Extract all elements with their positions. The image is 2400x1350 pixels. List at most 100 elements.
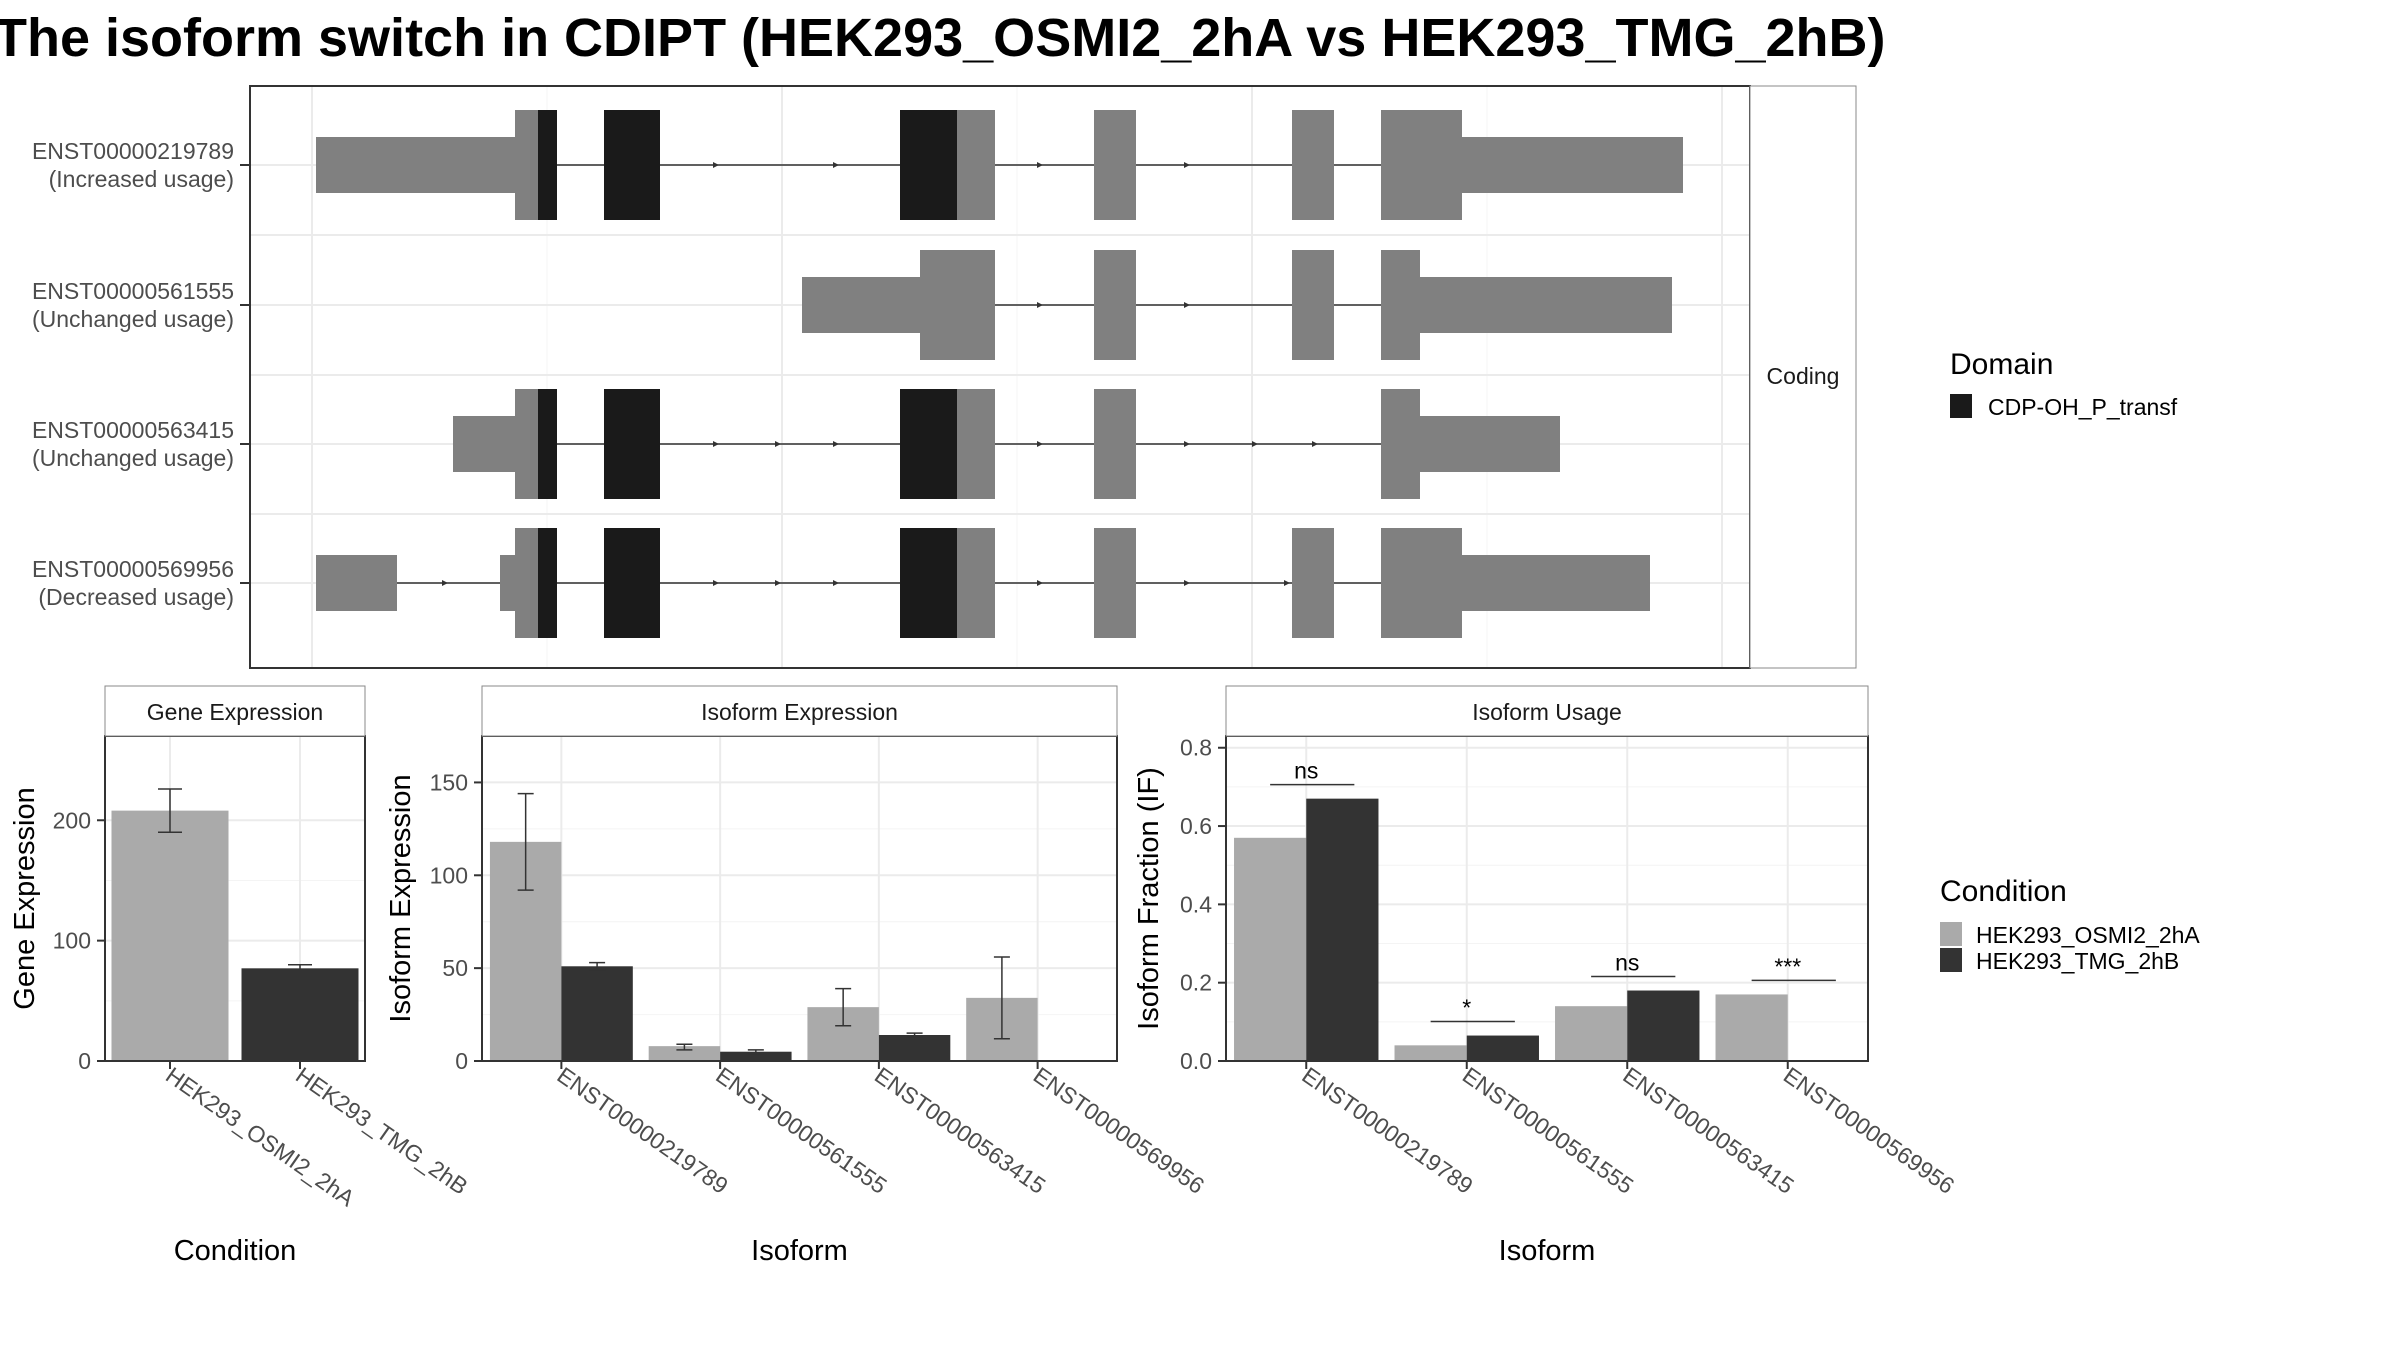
x-tick-label: ENST00000569956 xyxy=(1779,1062,1959,1199)
significance-label: ns xyxy=(1294,758,1318,784)
utr-exon xyxy=(453,416,515,472)
bar xyxy=(241,968,359,1061)
coding-exon xyxy=(1094,389,1136,499)
bar xyxy=(648,1046,721,1061)
coding-exon xyxy=(1292,110,1334,220)
bar xyxy=(1394,1045,1467,1061)
coding-exon xyxy=(1292,528,1334,638)
coding-exon xyxy=(1381,528,1462,638)
bar xyxy=(1306,798,1379,1061)
y-axis-title: Isoform Fraction (IF) xyxy=(1133,767,1165,1030)
y-tick-label: 0 xyxy=(455,1048,468,1074)
x-axis-title: Isoform xyxy=(1499,1235,1596,1267)
domain-exon xyxy=(538,110,557,220)
coding-exon xyxy=(1292,250,1334,360)
coding-exon xyxy=(1094,110,1136,220)
x-axis-title: Condition xyxy=(174,1235,297,1267)
utr-exon xyxy=(1462,555,1650,611)
strand-arrow xyxy=(713,580,719,586)
y-axis-title: Gene Expression xyxy=(9,787,41,1009)
strand-arrow xyxy=(1184,162,1190,168)
isoform-label-id: ENST00000219789 xyxy=(32,138,234,164)
x-axis-title: Isoform xyxy=(751,1235,848,1267)
significance-label: ns xyxy=(1615,950,1639,976)
isoform-label-id: ENST00000561555 xyxy=(32,278,234,304)
condition-legend-title: Condition xyxy=(1940,875,2067,908)
condition-legend-key xyxy=(1940,948,1962,972)
bar xyxy=(720,1051,792,1061)
condition-legend-key xyxy=(1940,922,1962,946)
y-tick-label: 0.6 xyxy=(1180,813,1212,839)
isoform-label-usage: (Decreased usage) xyxy=(38,584,234,610)
facet-label-coding: Coding xyxy=(1767,363,1840,389)
y-tick-label: 0 xyxy=(78,1048,91,1074)
utr-exon xyxy=(1420,277,1672,333)
coding-exon xyxy=(957,389,995,499)
significance-label: * xyxy=(1462,995,1471,1021)
domain-exon xyxy=(604,528,660,638)
domain-exon xyxy=(900,528,957,638)
strand-arrow xyxy=(833,441,839,447)
utr-exon xyxy=(500,555,515,611)
coding-exon xyxy=(515,389,538,499)
panel-title: Gene Expression xyxy=(147,699,323,725)
strand-arrow xyxy=(1037,441,1043,447)
x-tick-label: ENST00000219789 xyxy=(553,1062,733,1199)
domain-legend-label: CDP-OH_P_transf xyxy=(1988,394,2178,420)
domain-exon xyxy=(538,389,557,499)
structure-facet-strip xyxy=(1749,85,1857,669)
coding-exon xyxy=(1381,110,1462,220)
condition-legend-label: HEK293_TMG_2hB xyxy=(1976,948,2179,974)
strand-arrow xyxy=(1252,441,1258,447)
bar xyxy=(878,1035,951,1061)
strand-arrow xyxy=(1037,302,1043,308)
strand-arrow xyxy=(833,580,839,586)
x-tick-label: ENST00000561555 xyxy=(711,1062,891,1199)
strand-arrow xyxy=(1184,441,1190,447)
coding-exon xyxy=(957,528,995,638)
strand-arrow xyxy=(1184,580,1190,586)
y-tick-label: 100 xyxy=(430,862,468,888)
strand-arrow xyxy=(1037,580,1043,586)
strand-arrow xyxy=(775,441,781,447)
utr-exon xyxy=(1420,416,1560,472)
coding-exon xyxy=(1381,250,1420,360)
x-tick-label: ENST00000563415 xyxy=(1618,1062,1798,1199)
coding-exon xyxy=(1094,528,1136,638)
domain-exon xyxy=(604,110,660,220)
figure-title: The isoform switch in CDIPT (HEK293_OSMI… xyxy=(0,8,1885,68)
y-tick-label: 200 xyxy=(53,807,91,833)
bar xyxy=(1555,1006,1628,1061)
coding-exon xyxy=(920,250,995,360)
isoform-label-usage: (Increased usage) xyxy=(49,166,234,192)
y-tick-label: 0.0 xyxy=(1180,1048,1212,1074)
coding-exon xyxy=(515,110,538,220)
isoform-label-usage: (Unchanged usage) xyxy=(32,306,234,332)
bar xyxy=(1466,1035,1539,1061)
bar-chart-panels: 0100200HEK293_OSMI2_2hAHEK293_TMG_2hBGen… xyxy=(9,685,1959,1267)
domain-exon xyxy=(538,528,557,638)
bar xyxy=(1627,990,1700,1061)
significance-label: *** xyxy=(1774,953,1801,979)
strand-arrow xyxy=(442,580,448,586)
y-tick-label: 50 xyxy=(442,955,468,981)
domain-legend-key xyxy=(1950,394,1972,418)
x-tick-label: ENST00000561555 xyxy=(1458,1062,1638,1199)
strand-arrow xyxy=(1312,441,1318,447)
domain-legend-title: Domain xyxy=(1950,348,2053,381)
domain-exon xyxy=(604,389,660,499)
isoform-structure-panel: Coding ENST00000219789(Increased usage) EN… xyxy=(32,85,1857,669)
coding-exon xyxy=(515,528,538,638)
domain-legend: Domain CDP-OH_P_transf xyxy=(1950,348,2178,420)
panel-title: Isoform Usage xyxy=(1472,699,1622,725)
bar xyxy=(1715,994,1788,1061)
bar xyxy=(111,810,229,1061)
strand-arrow xyxy=(1284,580,1290,586)
coding-exon xyxy=(1094,250,1136,360)
domain-exon xyxy=(900,389,957,499)
bar-panel-3: 0.0 0.2 0.4 0.6 0.8 ns ENST00000219789 * ENST000… xyxy=(1133,685,1959,1267)
condition-legend-label: HEK293_OSMI2_2hA xyxy=(1976,922,2200,948)
facet-strip xyxy=(104,685,366,737)
